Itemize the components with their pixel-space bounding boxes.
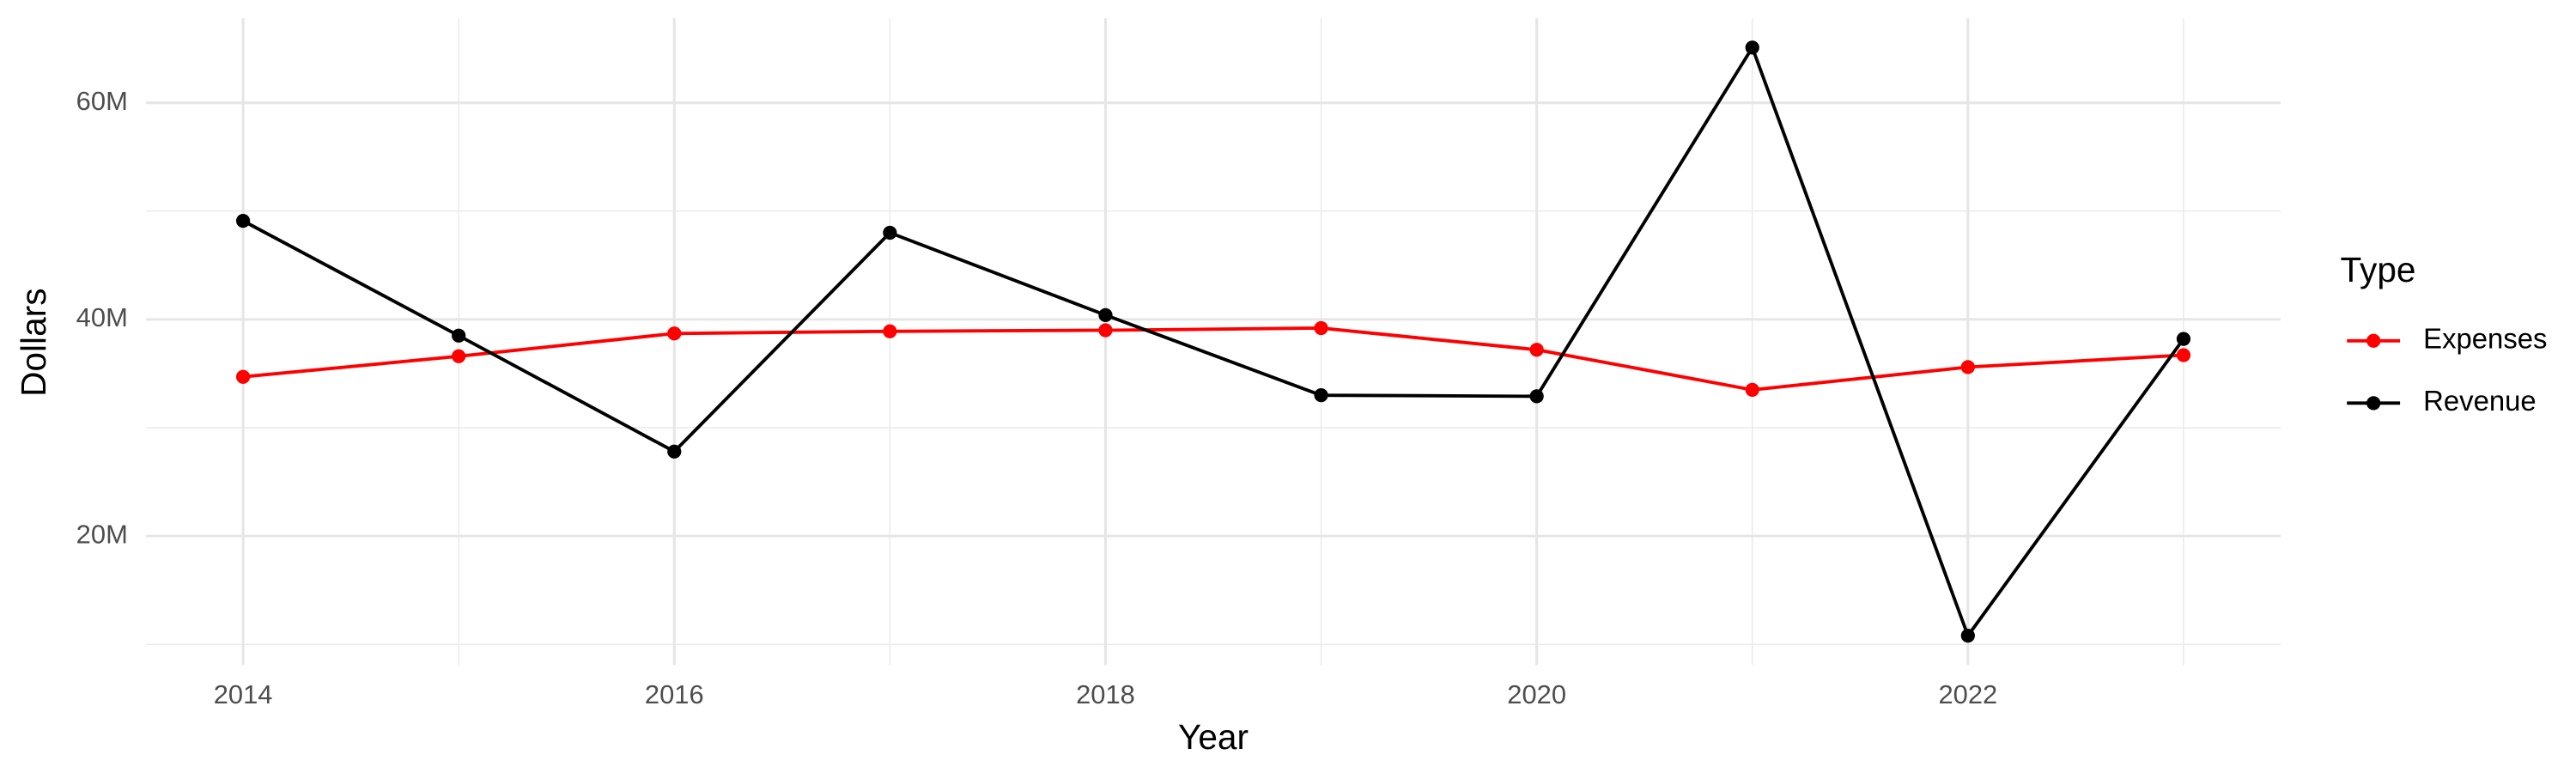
legend-title: Type: [2341, 250, 2416, 289]
legend-label: Revenue: [2423, 385, 2537, 417]
data-point: [1960, 360, 1975, 374]
x-axis-title: Year: [1178, 717, 1249, 757]
data-point: [1529, 343, 1544, 357]
data-point: [883, 225, 897, 240]
data-point: [1745, 382, 1759, 397]
data-point: [667, 326, 682, 341]
data-point: [452, 328, 466, 343]
x-tick-label: 2016: [645, 679, 704, 709]
legend-marker: [2366, 396, 2381, 411]
data-point: [2176, 332, 2191, 346]
data-point: [1098, 323, 1113, 338]
x-tick-label: 2020: [1507, 679, 1566, 709]
legend-label: Expenses: [2423, 322, 2547, 354]
data-point: [235, 213, 251, 228]
y-axis-title: Dollars: [14, 288, 53, 396]
y-tick-label: 60M: [76, 86, 128, 116]
x-tick-label: 2018: [1076, 679, 1135, 709]
data-point: [2176, 348, 2191, 362]
y-tick-label: 40M: [76, 302, 128, 332]
data-point: [235, 369, 251, 384]
series-line: [242, 43, 2185, 640]
x-tick-label: 2022: [1938, 679, 1997, 709]
data-point: [667, 444, 682, 459]
data-point: [1314, 320, 1328, 336]
data-point: [1098, 307, 1113, 322]
data-point: [883, 324, 897, 338]
data-point: [1314, 388, 1328, 403]
data-point: [1745, 40, 1759, 55]
data-point: [1529, 389, 1544, 404]
series-line: [242, 326, 2184, 392]
data-point: [452, 349, 466, 363]
data-point: [1960, 629, 1975, 643]
x-tick-label: 2014: [214, 679, 273, 709]
y-tick-label: 20M: [76, 519, 128, 549]
legend-marker: [2366, 333, 2381, 348]
